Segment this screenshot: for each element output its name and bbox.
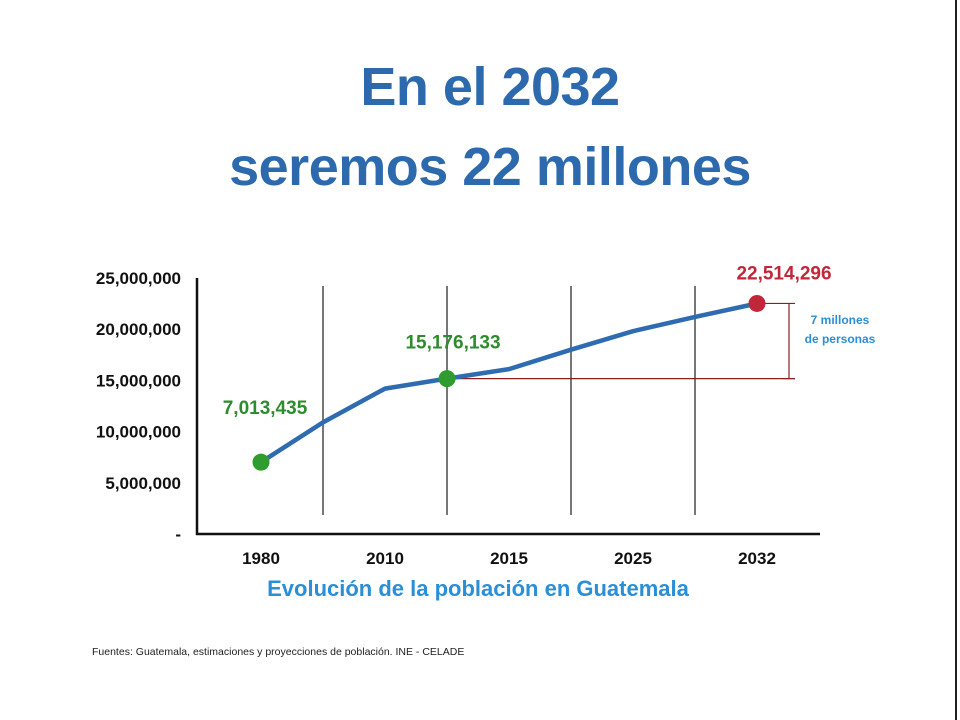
annotation-line-1: 7 millones (811, 313, 870, 327)
y-tick-label: 10,000,000 (96, 423, 181, 442)
data-point (748, 294, 766, 312)
data-point-label: 15,176,133 (405, 333, 500, 354)
data-point-label: 22,514,296 (736, 263, 831, 284)
data-point (438, 370, 456, 388)
x-axis-title: Evolución de la población en Guatemala (267, 576, 690, 601)
y-tick-label: - (175, 525, 181, 544)
population-series-line (258, 301, 760, 465)
data-point (252, 453, 270, 471)
y-tick-label: 20,000,000 (96, 320, 181, 339)
x-tick-label: 2015 (490, 549, 528, 568)
x-tick-label: 2032 (738, 549, 776, 568)
y-tick-label: 15,000,000 (96, 371, 181, 390)
slide-title-line-1: En el 2032 (360, 57, 620, 117)
slide-title-line-2: seremos 22 millones (229, 137, 751, 197)
x-tick-label: 1980 (242, 549, 280, 568)
x-tick-label: 2010 (366, 549, 404, 568)
annotation-line-2: de personas (805, 332, 876, 346)
y-tick-label: 25,000,000 (96, 269, 181, 288)
x-tick-label: 2025 (614, 549, 652, 568)
data-point-label: 7,013,435 (223, 398, 308, 419)
y-tick-label: 5,000,000 (105, 474, 181, 493)
sources-note: Fuentes: Guatemala, estimaciones y proye… (92, 646, 465, 658)
